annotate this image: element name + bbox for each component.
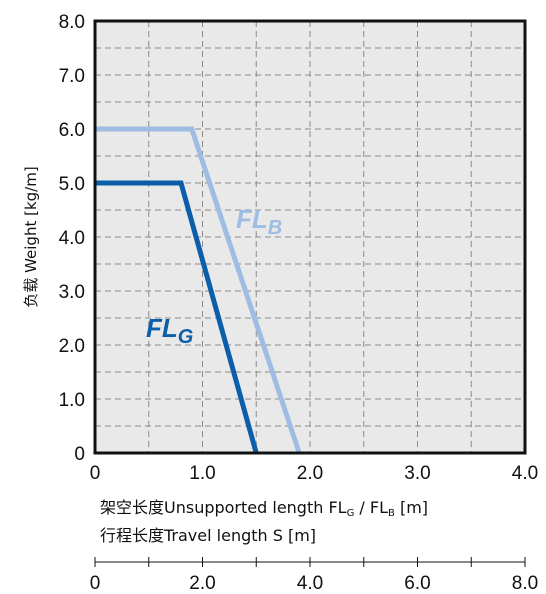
y-tick-label: 6.0 bbox=[59, 120, 85, 141]
secondary-axis-label: 行程长度Travel length S [m] bbox=[100, 526, 316, 545]
y-axis-label: 负载 Weight [kg/m] bbox=[22, 166, 40, 307]
series-line-flb bbox=[95, 126, 302, 454]
y-tick-label: 5.0 bbox=[59, 174, 85, 195]
x-tick-label: 0 bbox=[90, 463, 101, 484]
plot-frame bbox=[93, 19, 527, 455]
y-tick-label: 4.0 bbox=[59, 228, 85, 249]
y-tick-label: 8.0 bbox=[59, 12, 85, 33]
series-label-flb: FLB bbox=[236, 204, 282, 239]
y-tick-label: 2.0 bbox=[59, 336, 85, 357]
secondary-axis-tick-label: 6.0 bbox=[404, 573, 430, 594]
x-tick-label: 4.0 bbox=[512, 463, 538, 484]
secondary-axis-tick-label: 8.0 bbox=[512, 573, 538, 594]
series-lines bbox=[95, 126, 302, 454]
y-tick-label: 3.0 bbox=[59, 282, 85, 303]
x-tick-label: 2.0 bbox=[297, 463, 323, 484]
x-tick-label: 1.0 bbox=[189, 463, 215, 484]
y-tick-labels: 0 1.0 2.0 3.0 4.0 5.0 6.0 7.0 8.0 bbox=[59, 12, 85, 465]
y-tick-label: 7.0 bbox=[59, 66, 85, 87]
secondary-axis-tick-label: 0 bbox=[90, 573, 101, 594]
secondary-axis-tick-label: 2.0 bbox=[189, 573, 215, 594]
y-tick-label: 1.0 bbox=[59, 390, 85, 411]
x-tick-label: 3.0 bbox=[404, 463, 430, 484]
y-tick-label: 0 bbox=[74, 444, 85, 465]
x-tick-labels: 0 1.0 2.0 3.0 4.0 bbox=[90, 463, 539, 484]
series-label-flg: FLG bbox=[146, 313, 193, 348]
secondary-axis-tick-label: 4.0 bbox=[297, 573, 323, 594]
secondary-axis-ticks: 0 2.0 4.0 6.0 8.0 bbox=[90, 557, 538, 594]
series-line-flg bbox=[95, 180, 259, 454]
x-axis-label: 架空长度Unsupported length FLG / FLB [m] bbox=[100, 498, 428, 519]
